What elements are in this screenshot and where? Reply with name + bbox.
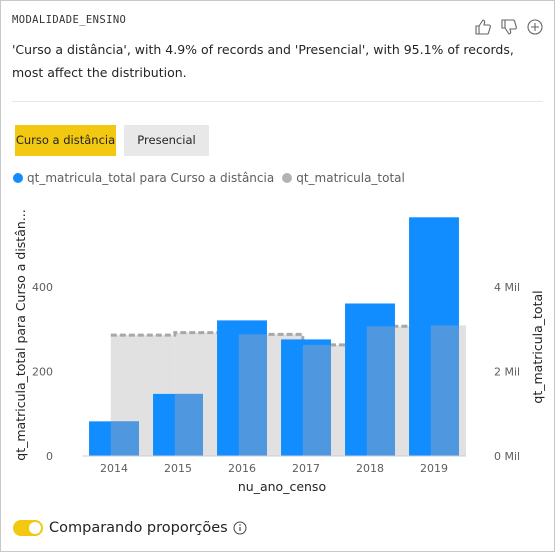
toggle-knob — [29, 522, 41, 534]
bar-overlap — [366, 326, 395, 456]
compare-toggle[interactable] — [13, 520, 43, 536]
legend-item-total: qt_matricula_total — [282, 171, 405, 185]
bar-chart: 2014 2015 2016 2017 2018 2019 0 200 400 0 Mil 2 Mi… — [13, 209, 545, 494]
x-tick-label: 2017 — [292, 462, 320, 475]
x-tick-label: 2016 — [228, 462, 256, 475]
y-left-axis-title: qt_matricula_total para Curso a distân..… — [13, 209, 28, 460]
plus-circle-icon[interactable] — [526, 18, 544, 36]
thumbs-down-icon[interactable] — [500, 18, 518, 36]
y-left-tick-label: 0 — [46, 450, 53, 463]
thumbs-up-icon[interactable] — [474, 18, 492, 36]
legend-dot-blue — [13, 173, 23, 183]
legend-label: qt_matricula_total — [296, 171, 405, 185]
card-title: MODALIDADE_ENSINO — [12, 14, 127, 26]
x-tick-label: 2019 — [420, 462, 448, 475]
legend-item-distancia: qt_matricula_total para Curso a distânci… — [13, 171, 274, 185]
x-tick-label: 2018 — [356, 462, 384, 475]
x-tick-label: 2015 — [164, 462, 192, 475]
y-left-tick-label: 200 — [32, 366, 53, 379]
y-right-tick-label: 0 Mil — [494, 450, 520, 463]
toggle-label: Comparando proporções — [49, 520, 228, 536]
bar-overlap — [110, 421, 139, 456]
x-tick-label: 2014 — [100, 462, 128, 475]
chart-legend: qt_matricula_total para Curso a distânci… — [13, 171, 413, 185]
bar-overlap — [238, 334, 267, 456]
compare-toggle-row: Comparando proporções — [13, 520, 247, 536]
legend-label: qt_matricula_total para Curso a distânci… — [27, 171, 275, 185]
y-left-tick-label: 400 — [32, 281, 53, 294]
filter-presencial[interactable]: Presencial — [124, 125, 209, 156]
bar-overlap — [174, 393, 203, 456]
divider — [12, 101, 543, 102]
bar-overlap — [302, 344, 331, 456]
x-axis-title: nu_ano_censo — [238, 479, 326, 494]
header-actions — [474, 18, 544, 36]
insight-summary: 'Curso a distância', with 4.9% of record… — [12, 42, 514, 80]
legend-dot-gray — [282, 173, 293, 183]
y-right-axis-title: qt_matricula_total — [530, 290, 545, 403]
filter-curso-a-distancia[interactable]: Curso a distância — [15, 125, 116, 156]
y-right-tick-label: 2 Mil — [494, 366, 520, 379]
info-icon[interactable] — [233, 521, 247, 535]
y-right-tick-label: 4 Mil — [494, 281, 520, 294]
bar-overlap — [430, 325, 459, 456]
